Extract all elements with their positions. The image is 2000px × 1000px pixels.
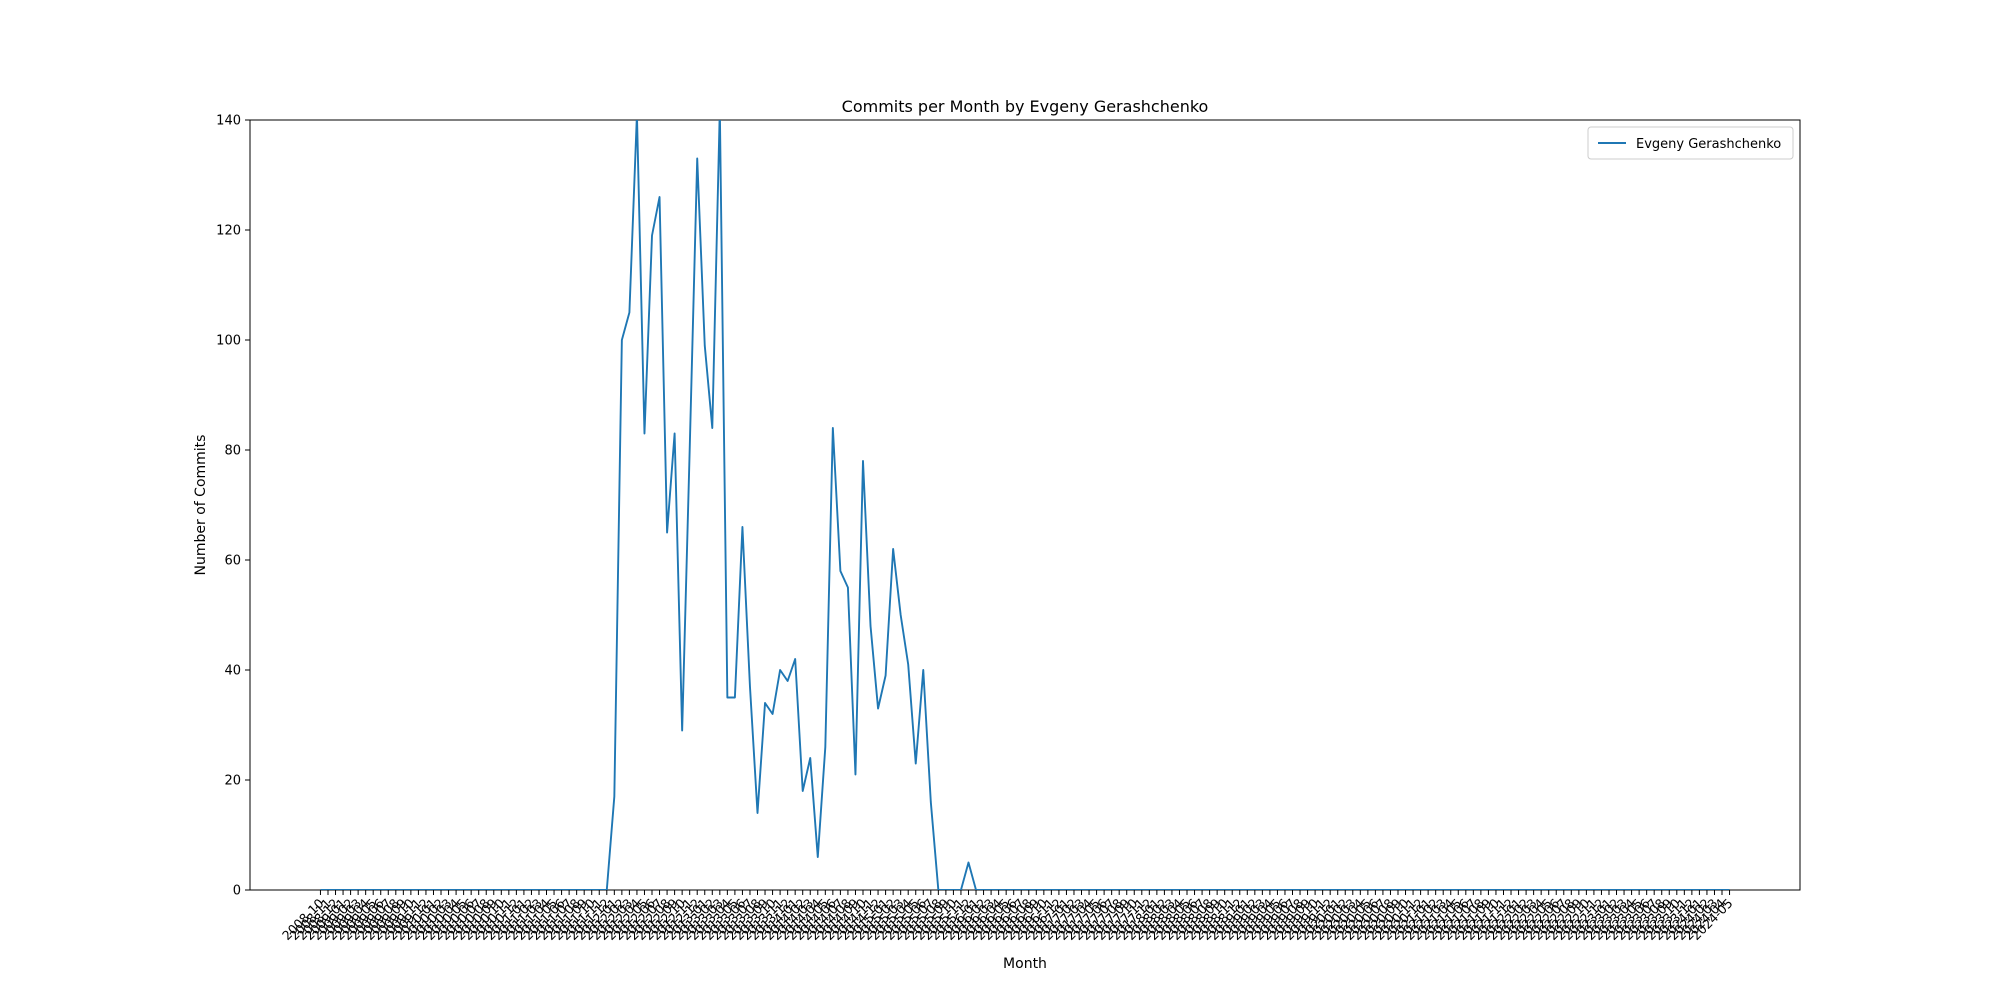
legend-label: Evgeny Gerashchenko [1636, 137, 1781, 152]
y-axis-label: Number of Commits [193, 435, 209, 576]
y-tick-label: 140 [216, 114, 241, 129]
y-tick-label: 100 [216, 334, 241, 349]
chart-title: Commits per Month by Evgeny Gerashchenko [842, 97, 1209, 116]
y-tick-label: 80 [224, 444, 241, 459]
y-tick-label: 120 [216, 224, 241, 239]
plot-frame [249, 119, 1801, 891]
y-tick-label: 20 [224, 774, 241, 789]
x-axis-label: Month [1003, 956, 1047, 972]
y-tick-label: 40 [224, 664, 241, 679]
y-tick-label: 0 [233, 884, 241, 899]
plot-area [320, 120, 1730, 890]
data-line [320, 120, 1730, 890]
legend-box [1587, 126, 1794, 160]
y-tick-label: 60 [224, 554, 241, 569]
